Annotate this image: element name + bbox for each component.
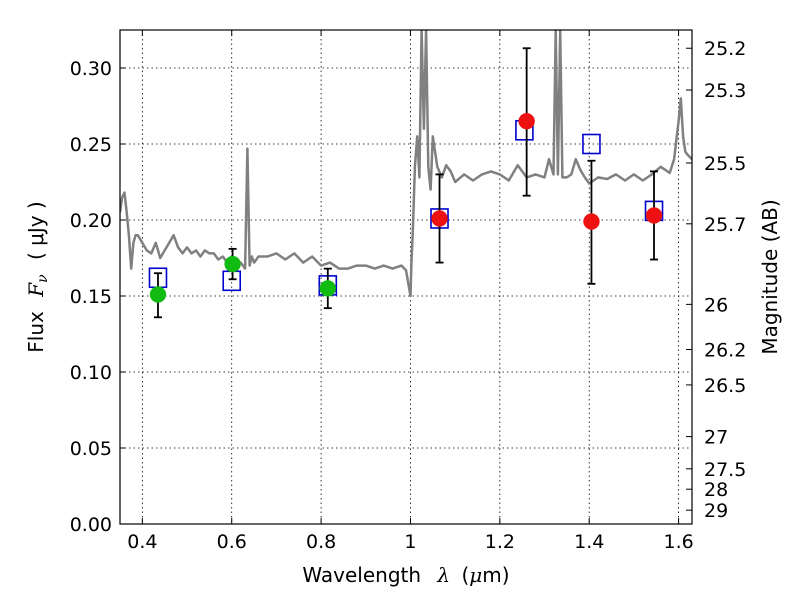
y2-tick-label: 27.5	[704, 459, 746, 481]
x-tick-label: 0.8	[306, 531, 336, 553]
x-tick-label: 1.2	[485, 531, 515, 553]
y2-tick-label: 25.2	[704, 38, 746, 60]
observed-point	[149, 286, 167, 303]
model-photometry-square	[582, 133, 601, 155]
y2-tick-label: 25.5	[704, 153, 746, 175]
observed-point	[518, 112, 535, 130]
x-axis-label-unit: m)	[482, 563, 509, 587]
y2-axis-label: Magnitude (AB)	[758, 199, 782, 354]
observed-point	[224, 255, 241, 273]
y2-tick-label: 25.7	[704, 214, 746, 236]
y-tick-label: 0.20	[70, 210, 112, 232]
y2-tick-label: 29	[704, 500, 728, 522]
y-tick-label: 0.15	[70, 286, 112, 308]
x-tick-label: 0.4	[127, 531, 157, 553]
x-tick-label: 1.4	[574, 531, 604, 553]
y2-tick-label: 27	[704, 427, 728, 449]
x-tick-label: 1.6	[663, 531, 693, 553]
y-axis-label-sub: ν	[35, 274, 51, 283]
y-tick-label: 0.30	[70, 58, 112, 80]
y-axis-label-unit: ( μJy )	[24, 201, 48, 260]
x-axis-label-symbol: λ	[436, 563, 450, 587]
plot-area	[120, 30, 692, 319]
axis-layer: 0.4 0.6 0.8 1 1.2 1.4 1.6 0.00 0.05 0.10 0.15 0.20 0…	[70, 30, 746, 553]
y-axis-label: Flux Fν ( μJy )	[24, 201, 52, 352]
x-tick-label: 1	[404, 531, 416, 553]
x-axis-label: Wavelength λ (μm)	[302, 563, 509, 587]
y2-tick-label: 25.3	[704, 80, 746, 102]
y-axis-label-symbol: F	[24, 282, 48, 298]
y2-tick-label: 26.5	[704, 375, 746, 397]
marker-layer	[148, 47, 664, 319]
y-tick-label: 0.00	[70, 514, 112, 536]
y2-tick-label: 28	[704, 479, 728, 501]
y-axis-label-text: Flux	[24, 311, 48, 353]
spectrum-line	[120, 30, 692, 298]
observed-point	[645, 207, 663, 224]
y-tick-label: 0.05	[70, 438, 112, 460]
series-layer	[120, 30, 692, 298]
x-tick-label: 0.6	[217, 531, 247, 553]
x-axis-label-text: Wavelength	[302, 563, 421, 587]
observed-point	[583, 213, 600, 230]
y-tick-label: 0.10	[70, 362, 112, 384]
observed-point	[431, 210, 448, 227]
observed-point	[319, 280, 337, 297]
y2-tick-label: 26	[704, 294, 728, 316]
x-axis-label-mu: μ	[469, 563, 482, 587]
y-tick-label: 0.25	[70, 134, 112, 156]
y2-tick-label: 26.2	[704, 340, 746, 362]
plot-frame	[119, 29, 693, 525]
x-axis-label-open: (	[461, 563, 469, 587]
